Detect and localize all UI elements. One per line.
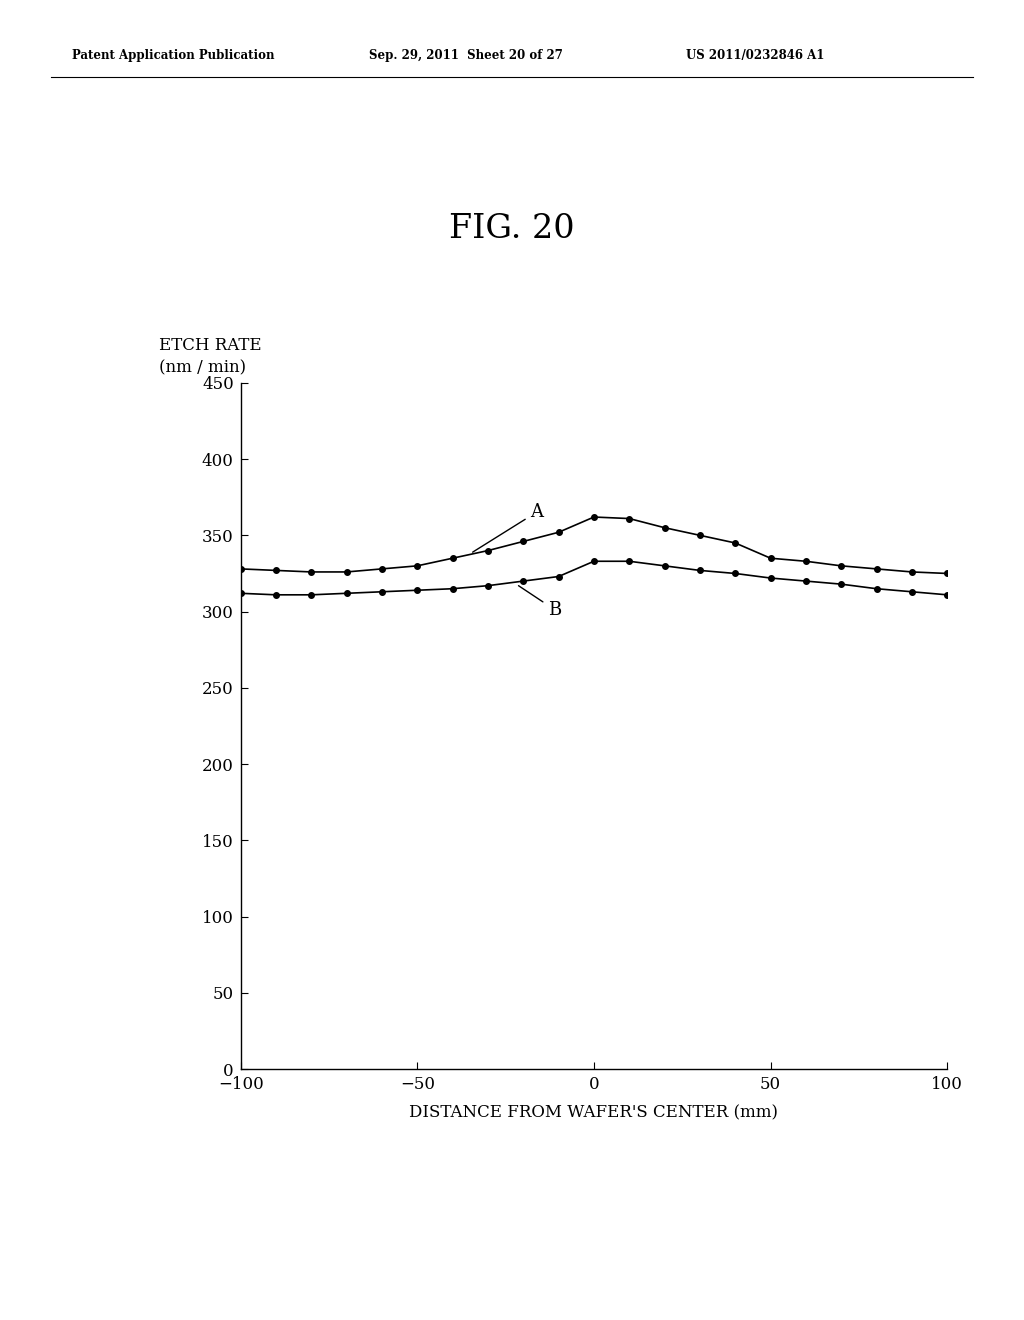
Text: US 2011/0232846 A1: US 2011/0232846 A1	[686, 49, 824, 62]
Text: FIG. 20: FIG. 20	[450, 213, 574, 244]
X-axis label: DISTANCE FROM WAFER'S CENTER (mm): DISTANCE FROM WAFER'S CENTER (mm)	[410, 1105, 778, 1121]
Text: (nm / min): (nm / min)	[159, 359, 246, 376]
Text: B: B	[518, 586, 561, 619]
Text: ETCH RATE: ETCH RATE	[159, 337, 261, 354]
Text: Patent Application Publication: Patent Application Publication	[72, 49, 274, 62]
Text: A: A	[473, 503, 544, 552]
Text: Sep. 29, 2011  Sheet 20 of 27: Sep. 29, 2011 Sheet 20 of 27	[369, 49, 562, 62]
